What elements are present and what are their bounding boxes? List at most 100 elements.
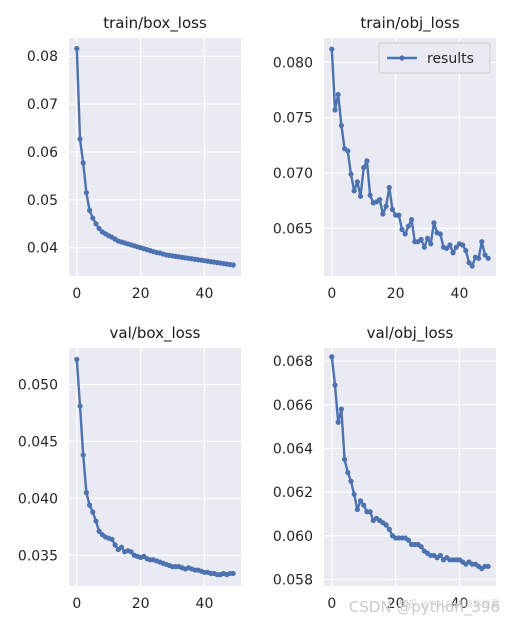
data-point <box>463 247 469 254</box>
y-tick-label: 0.068 <box>273 354 313 370</box>
y-tick-label: 0.080 <box>273 55 313 71</box>
data-point <box>357 498 364 504</box>
data-point <box>399 226 405 233</box>
data-point <box>335 91 341 98</box>
data-point <box>80 452 86 458</box>
data-point <box>418 544 424 550</box>
data-point <box>476 255 482 261</box>
x-tick-label: 20 <box>132 286 150 302</box>
legend-box <box>378 42 491 74</box>
data-point <box>345 148 351 154</box>
data-point <box>93 221 99 227</box>
data-point <box>77 403 83 409</box>
data-point <box>83 490 89 496</box>
data-point <box>128 549 134 555</box>
data-point <box>437 231 443 237</box>
x-tick-label: 20 <box>387 286 405 302</box>
panel-train-obj-loss: 0 20 40 0.065 0.070 0.075 0.080 train/obj_lossr… <box>273 14 496 302</box>
x-tick-label: 40 <box>451 596 469 612</box>
data-point <box>421 244 427 250</box>
legend-label: results <box>427 51 474 67</box>
data-point <box>332 382 338 388</box>
y-tick-label: 0.08 <box>27 49 58 65</box>
data-point <box>482 252 488 258</box>
data-point <box>479 239 485 245</box>
y-tick-label: 0.05 <box>27 193 58 209</box>
y-tick-label: 0.070 <box>273 166 313 182</box>
data-point <box>83 190 89 196</box>
data-point <box>86 207 93 213</box>
data-point <box>453 244 459 250</box>
data-point <box>460 242 466 248</box>
x-tick-label: 40 <box>451 286 469 302</box>
plot-area <box>324 38 496 276</box>
y-tick-label: 0.064 <box>273 441 313 457</box>
y-tick-label: 0.058 <box>273 572 313 588</box>
data-point <box>109 536 115 542</box>
data-point <box>341 456 348 462</box>
y-tick-label: 0.050 <box>18 377 58 393</box>
data-point <box>74 45 80 52</box>
y-tick-label: 0.062 <box>273 485 313 501</box>
data-point <box>405 537 412 543</box>
data-point <box>367 509 373 515</box>
data-point <box>431 220 437 226</box>
data-point <box>96 528 102 534</box>
data-point <box>386 526 392 532</box>
data-point <box>386 184 392 191</box>
data-point <box>380 211 386 217</box>
x-tick-label: 40 <box>196 596 214 612</box>
data-point <box>447 242 453 248</box>
x-tick-label: 20 <box>132 596 150 612</box>
data-point <box>112 542 118 548</box>
plot-area <box>69 38 241 276</box>
data-point <box>377 197 383 203</box>
data-point <box>466 260 472 266</box>
x-tick-label: 0 <box>327 286 336 302</box>
y-tick-label: 0.035 <box>18 548 58 564</box>
data-point <box>86 502 93 508</box>
panel-val-obj-loss: 0 20 40 0.058 0.060 0.062 0.064 0.066 0.068 val/o… <box>273 324 496 612</box>
data-point <box>444 245 450 251</box>
data-point <box>418 236 424 243</box>
data-point <box>93 518 99 524</box>
y-tick-label: 0.075 <box>273 111 313 127</box>
data-point <box>396 212 402 218</box>
data-point <box>469 263 475 269</box>
data-point <box>90 509 96 515</box>
y-tick-label: 0.045 <box>18 434 58 450</box>
data-point <box>345 469 351 476</box>
data-point <box>354 506 360 513</box>
data-point <box>364 158 370 164</box>
data-point <box>383 203 389 209</box>
data-point <box>367 192 373 198</box>
data-point <box>335 419 341 425</box>
panel-title: train/obj_loss <box>360 14 459 33</box>
data-point <box>332 107 338 113</box>
data-point <box>485 563 491 569</box>
data-point <box>405 223 412 229</box>
x-tick-label: 0 <box>72 286 81 302</box>
data-point <box>383 522 389 528</box>
data-point <box>357 193 364 199</box>
data-point <box>77 136 83 142</box>
y-tick-label: 0.06 <box>27 145 58 161</box>
data-point <box>354 179 360 185</box>
data-point <box>338 122 344 129</box>
x-tick-label: 20 <box>387 596 405 612</box>
legend-marker <box>399 55 405 61</box>
data-point <box>351 491 357 497</box>
data-point <box>450 250 456 256</box>
y-tick-label: 0.065 <box>273 221 313 237</box>
panel-val-box-loss: 0 20 40 0.035 0.040 0.045 0.050 val/box_loss <box>18 324 241 612</box>
data-point <box>329 46 335 52</box>
watermark-small: 知乎 @YOLOv5目标检测 <box>399 598 500 610</box>
data-point <box>90 215 96 221</box>
panel-title: val/box_loss <box>110 324 201 343</box>
data-point <box>408 216 415 223</box>
panel-title: val/obj_loss <box>367 324 454 343</box>
x-tick-label: 0 <box>72 596 81 612</box>
data-point <box>348 171 354 177</box>
data-point <box>74 356 80 362</box>
